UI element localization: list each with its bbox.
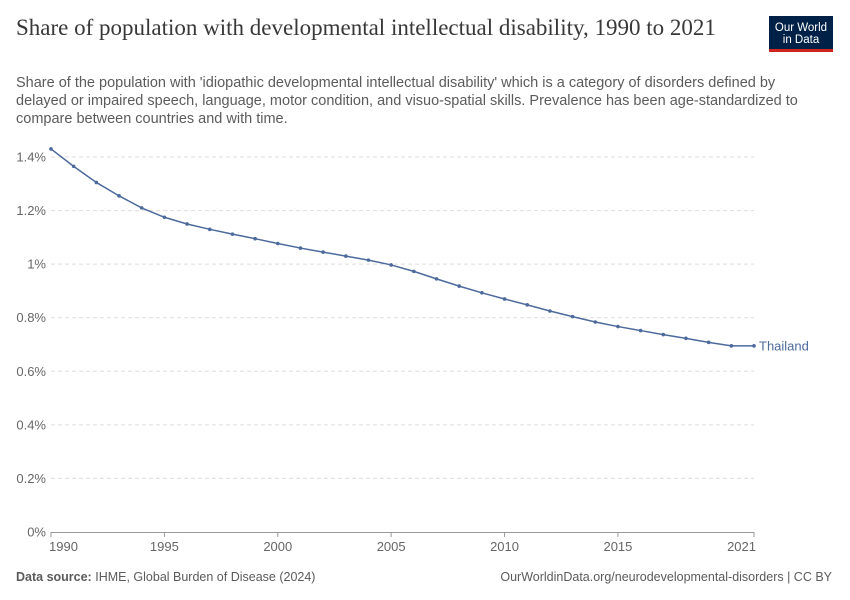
data-point[interactable]: [570, 314, 575, 319]
data-point[interactable]: [185, 222, 189, 226]
x-tick-label: 2021: [727, 539, 756, 554]
y-tick-label: 1.2%: [16, 203, 46, 218]
source-url[interactable]: OurWorldinData.org/neurodevelopmental-di…: [500, 570, 832, 584]
data-point[interactable]: [752, 344, 756, 348]
data-point[interactable]: [366, 258, 371, 262]
data-point[interactable]: [117, 194, 121, 198]
data-point[interactable]: [502, 297, 507, 301]
data-point[interactable]: [49, 147, 53, 151]
data-point[interactable]: [684, 336, 688, 341]
data-point[interactable]: [593, 320, 598, 324]
data-point[interactable]: [729, 344, 734, 348]
data-point[interactable]: [139, 206, 144, 210]
data-point[interactable]: [71, 164, 76, 169]
data-source-label: Data source:: [16, 570, 92, 584]
data-point[interactable]: [616, 324, 620, 329]
data-point[interactable]: [548, 309, 552, 313]
chart-subtitle: Share of the population with 'idiopathic…: [16, 75, 798, 127]
data-point[interactable]: [253, 236, 257, 241]
y-tick-label: 0.4%: [16, 417, 46, 432]
axis-layer: 0% 0.2% 0.4% 0.6% 0.8% 1% 1.2% 1.4% 1990 1995 2000…: [16, 150, 756, 555]
y-tick-label: 1.4%: [16, 150, 46, 165]
data-point[interactable]: [389, 263, 393, 267]
grid-layer: [51, 156, 754, 479]
data-point[interactable]: [321, 250, 325, 254]
logo-line-2: in Data: [782, 33, 820, 46]
y-tick-label: 1%: [27, 257, 46, 272]
y-tick-label: 0%: [27, 525, 46, 540]
data-point[interactable]: [434, 277, 439, 281]
x-tick-label: 1990: [49, 539, 78, 554]
data-point[interactable]: [706, 340, 711, 345]
y-tick-label: 0.8%: [16, 310, 46, 325]
y-tick-label: 0.6%: [16, 364, 46, 379]
data-source: Data source: IHME, Global Burden of Dise…: [16, 570, 315, 584]
chart-title: Share of population with developmental i…: [16, 15, 716, 40]
owid-logo[interactable]: Our World in Data: [769, 16, 833, 52]
data-point[interactable]: [344, 254, 348, 258]
x-tick-label: 2010: [490, 539, 519, 554]
data-point[interactable]: [525, 303, 530, 307]
data-point[interactable]: [230, 232, 235, 236]
data-point[interactable]: [162, 215, 167, 220]
x-tick-label: 2000: [263, 539, 292, 554]
series-label[interactable]: Thailand: [759, 338, 809, 353]
x-tick-label: 2015: [603, 539, 632, 554]
data-point[interactable]: [457, 284, 461, 288]
data-point[interactable]: [661, 332, 666, 337]
x-tick-label: 1995: [150, 539, 179, 554]
x-tick-label: 2005: [377, 539, 406, 554]
data-point[interactable]: [412, 269, 416, 274]
series-line[interactable]: [50, 148, 754, 347]
data-point[interactable]: [298, 246, 303, 250]
data-point[interactable]: [94, 180, 99, 185]
series-layer: Thailand: [49, 147, 809, 353]
data-point[interactable]: [638, 328, 643, 333]
logo-line-1: Our World: [774, 21, 828, 34]
y-tick-label: 0.2%: [16, 471, 46, 486]
data-point[interactable]: [275, 241, 280, 246]
data-source-text[interactable]: IHME, Global Burden of Disease (2024): [95, 570, 316, 584]
data-point[interactable]: [207, 227, 212, 232]
data-point[interactable]: [480, 291, 484, 295]
